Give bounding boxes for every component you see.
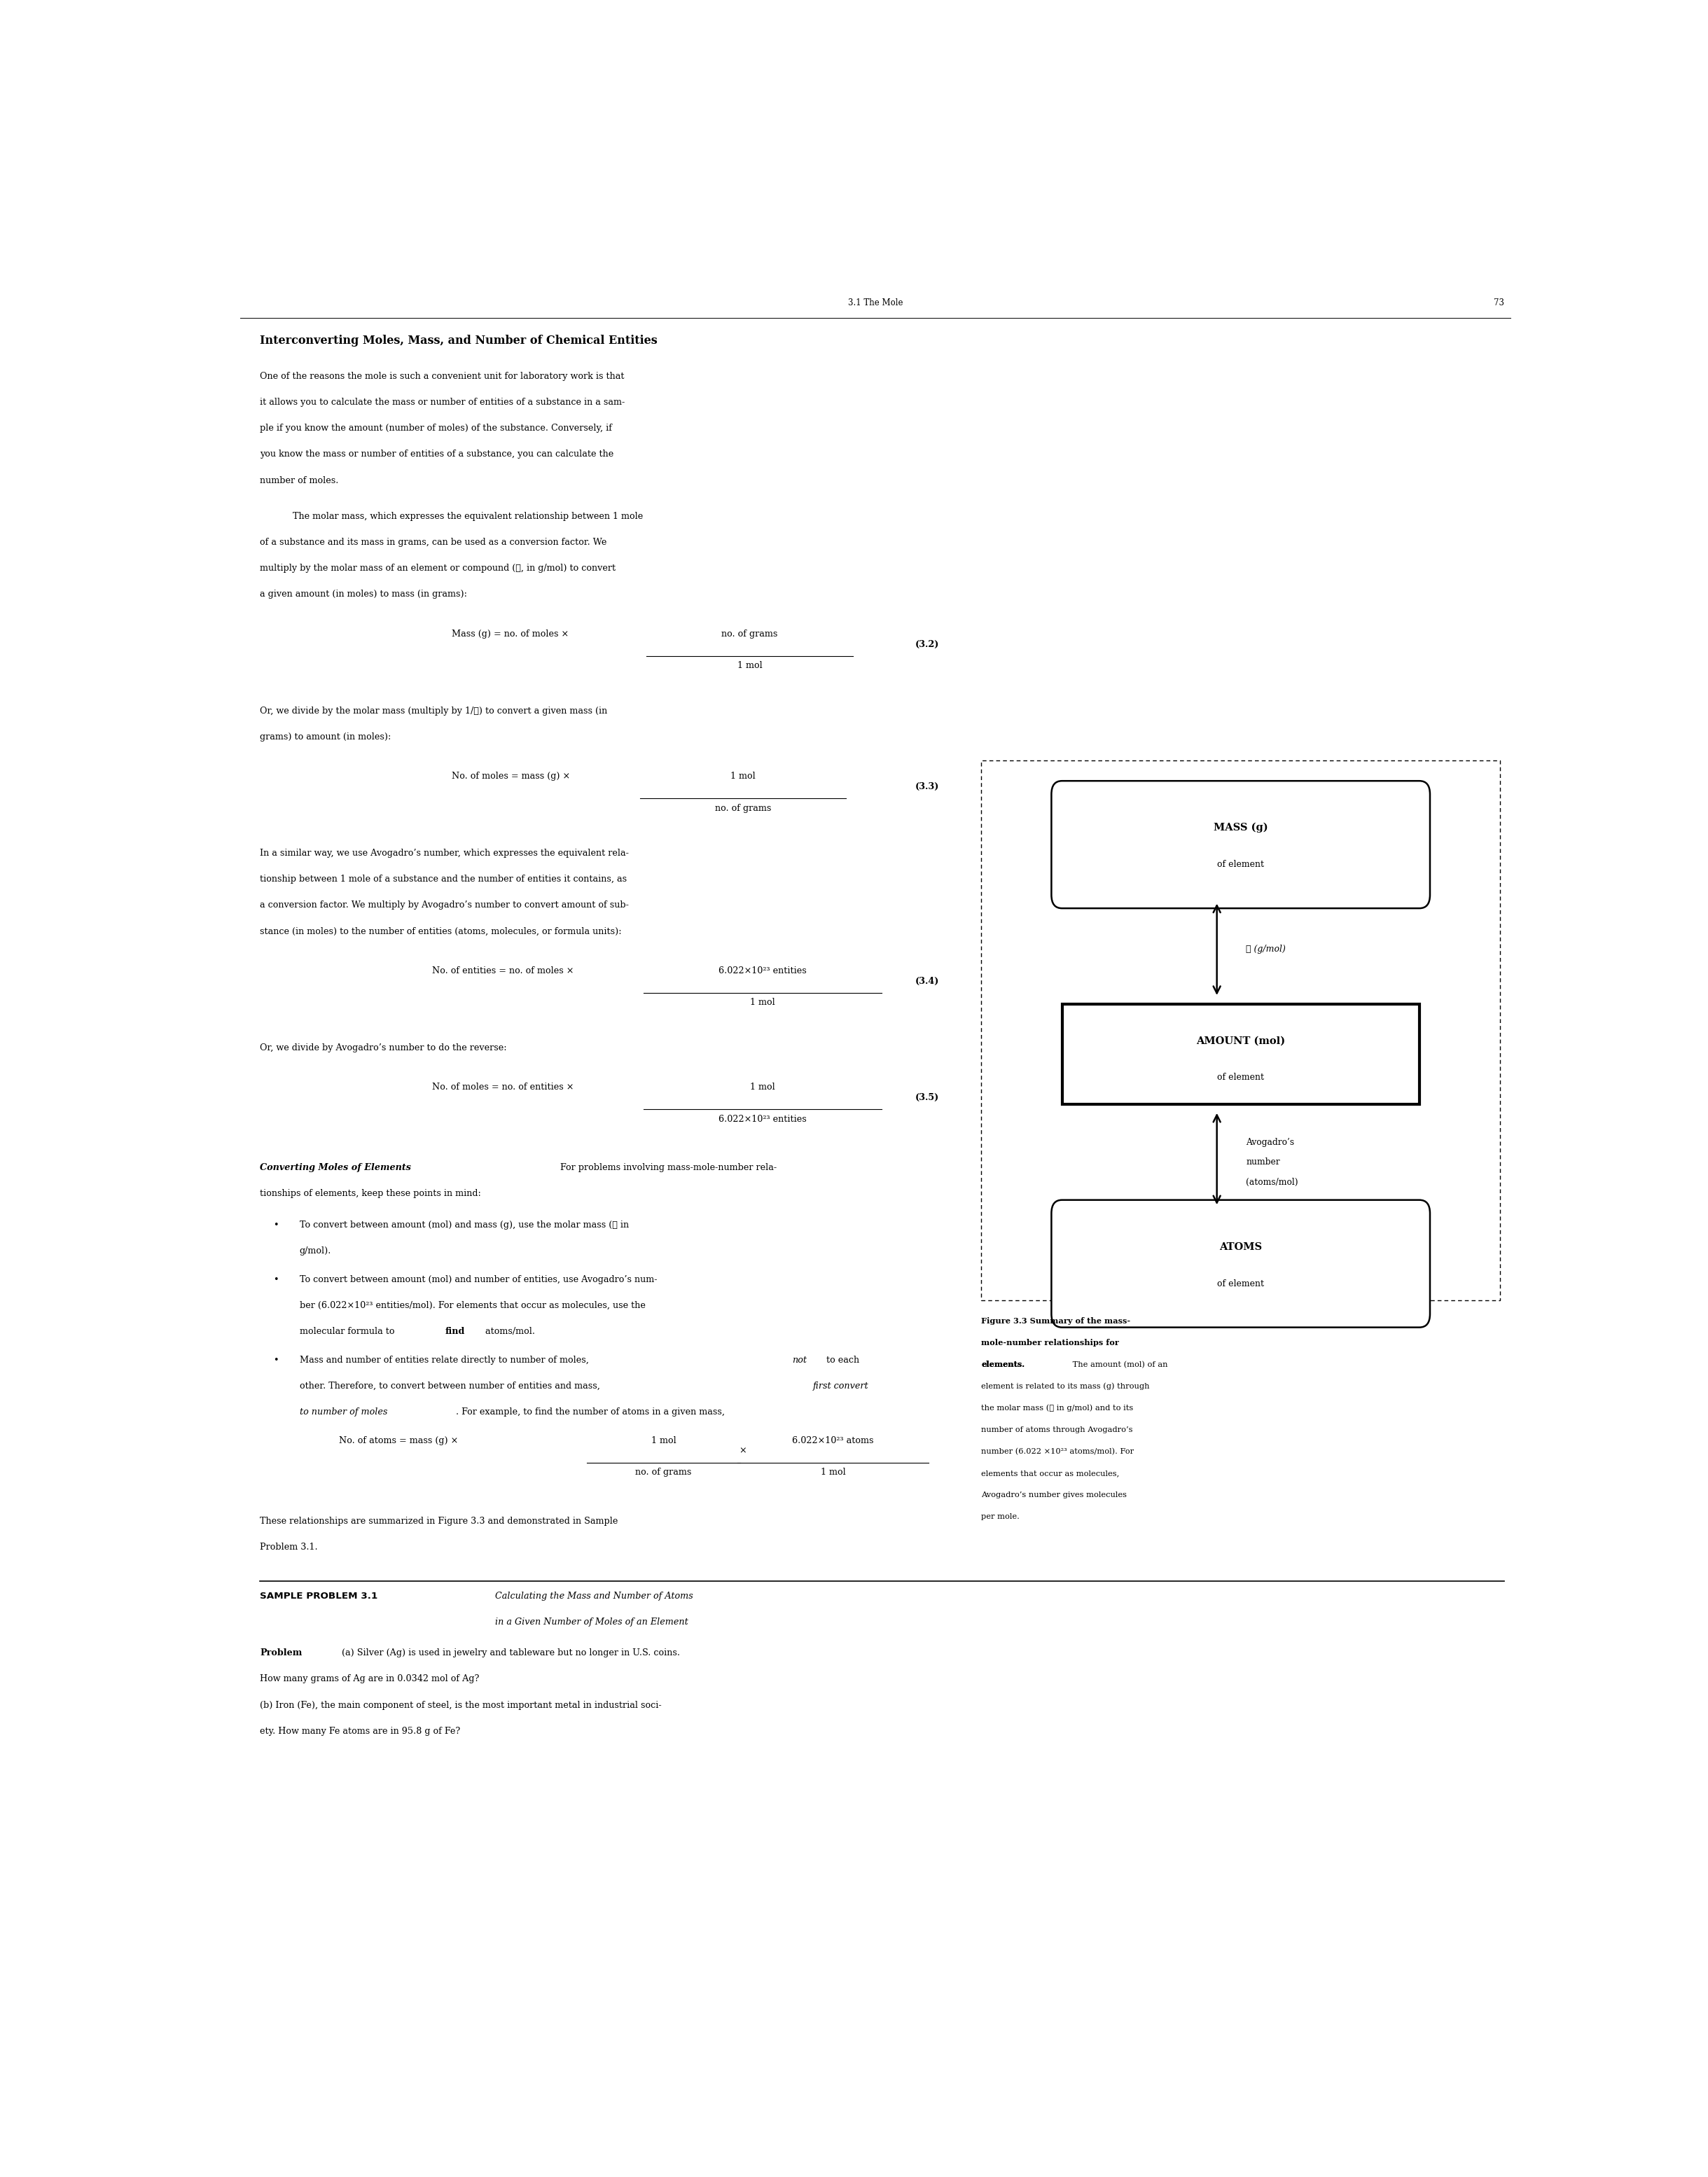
Text: MASS (g): MASS (g): [1213, 823, 1267, 834]
Text: a conversion factor. We multiply by Avogadro’s number to convert amount of sub-: a conversion factor. We multiply by Avog…: [260, 901, 629, 910]
Text: No. of entities = no. of moles ×: No. of entities = no. of moles ×: [432, 967, 574, 975]
Text: To convert between amount (mol) and mass (g), use the molar mass (ℳ in: To convert between amount (mol) and mass…: [299, 1221, 629, 1230]
Text: multiply by the molar mass of an element or compound (ℳ, in g/mol) to convert: multiply by the molar mass of an element…: [260, 564, 615, 573]
Text: of element: of element: [1218, 860, 1264, 869]
Text: it allows you to calculate the mass or number of entities of a substance in a sa: it allows you to calculate the mass or n…: [260, 398, 625, 407]
Text: How many grams of Ag are in 0.0342 mol of Ag?: How many grams of Ag are in 0.0342 mol o…: [260, 1674, 480, 1683]
Text: number (6.022 ×10²³ atoms/mol). For: number (6.022 ×10²³ atoms/mol). For: [980, 1448, 1134, 1454]
Text: first convert: first convert: [813, 1382, 869, 1391]
Text: Interconverting Moles, Mass, and Number of Chemical Entities: Interconverting Moles, Mass, and Number …: [260, 335, 658, 346]
Text: (atoms/mol): (atoms/mol): [1245, 1178, 1298, 1186]
Text: elements.: elements.: [980, 1361, 1025, 1369]
FancyBboxPatch shape: [1052, 782, 1430, 908]
Text: molecular formula to: molecular formula to: [299, 1326, 398, 1337]
Text: 6.022×10²³ entities: 6.022×10²³ entities: [719, 967, 806, 975]
Text: of a substance and its mass in grams, can be used as a conversion factor. We: of a substance and its mass in grams, ca…: [260, 538, 606, 546]
Text: 1 mol: 1 mol: [750, 997, 775, 1008]
Text: •: •: [273, 1276, 278, 1284]
Text: tionship between 1 mole of a substance and the number of entities it contains, a: tionship between 1 mole of a substance a…: [260, 875, 627, 884]
Text: g/mol).: g/mol).: [299, 1245, 331, 1256]
Text: stance (in moles) to the number of entities (atoms, molecules, or formula units): stance (in moles) to the number of entit…: [260, 927, 622, 936]
Text: ×: ×: [740, 1446, 746, 1456]
Text: no. of grams: no. of grams: [716, 803, 770, 812]
Text: other. Therefore, to convert between number of entities and mass,: other. Therefore, to convert between num…: [299, 1382, 603, 1391]
Text: Or, we divide by Avogadro’s number to do the reverse:: Or, we divide by Avogadro’s number to do…: [260, 1043, 507, 1051]
Text: elements that occur as molecules,: elements that occur as molecules,: [980, 1469, 1119, 1476]
Text: in a Given Number of Moles of an Element: in a Given Number of Moles of an Element: [495, 1618, 688, 1626]
Text: not: not: [793, 1356, 806, 1365]
Text: . For example, to find the number of atoms in a given mass,: . For example, to find the number of ato…: [456, 1406, 724, 1417]
Text: 1 mol: 1 mol: [820, 1467, 845, 1476]
Text: (3.2): (3.2): [915, 640, 939, 649]
Text: (3.4): (3.4): [915, 977, 939, 986]
Text: No. of moles = no. of entities ×: No. of moles = no. of entities ×: [432, 1082, 574, 1091]
Text: •: •: [273, 1356, 278, 1365]
Text: number: number: [1245, 1158, 1279, 1167]
Text: Or, we divide by the molar mass (multiply by 1/ℳ) to convert a given mass (in: Or, we divide by the molar mass (multipl…: [260, 705, 608, 716]
Text: The amount (mol) of an: The amount (mol) of an: [1069, 1361, 1168, 1367]
Text: Problem: Problem: [260, 1648, 302, 1657]
Text: Mass (g) = no. of moles ×: Mass (g) = no. of moles ×: [451, 629, 569, 638]
Text: grams) to amount (in moles):: grams) to amount (in moles):: [260, 731, 391, 742]
Text: no. of grams: no. of grams: [721, 629, 777, 638]
Text: Calculating the Mass and Number of Atoms: Calculating the Mass and Number of Atoms: [495, 1591, 693, 1600]
Text: 6.022×10²³ entities: 6.022×10²³ entities: [719, 1115, 806, 1123]
Text: One of the reasons the mole is such a convenient unit for laboratory work is tha: One of the reasons the mole is such a co…: [260, 372, 625, 381]
Text: (3.5): (3.5): [915, 1093, 939, 1102]
Text: 1 mol: 1 mol: [731, 771, 755, 782]
Text: of element: of element: [1218, 1280, 1264, 1289]
Text: 1 mol: 1 mol: [651, 1437, 676, 1446]
Text: atoms/mol.: atoms/mol.: [482, 1326, 535, 1337]
Text: AMOUNT (mol): AMOUNT (mol): [1196, 1036, 1284, 1045]
Text: per mole.: per mole.: [980, 1513, 1020, 1520]
Bar: [980, 760, 1500, 1300]
Text: element is related to its mass (g) through: element is related to its mass (g) throu…: [980, 1382, 1149, 1391]
FancyBboxPatch shape: [1052, 1200, 1430, 1328]
Text: •: •: [273, 1221, 278, 1230]
Text: (a) Silver (Ag) is used in jewelry and tableware but no longer in U.S. coins.: (a) Silver (Ag) is used in jewelry and t…: [342, 1648, 680, 1657]
Text: Mass and number of entities relate directly to number of moles,: Mass and number of entities relate direc…: [299, 1356, 591, 1365]
Text: tionships of elements, keep these points in mind:: tionships of elements, keep these points…: [260, 1189, 482, 1197]
Text: mole-number relationships for: mole-number relationships for: [980, 1339, 1119, 1348]
Text: ety. How many Fe atoms are in 95.8 g of Fe?: ety. How many Fe atoms are in 95.8 g of …: [260, 1726, 459, 1735]
Text: Figure 3.3 Summary of the mass-: Figure 3.3 Summary of the mass-: [980, 1317, 1131, 1326]
Text: These relationships are summarized in Figure 3.3 and demonstrated in Sample: These relationships are summarized in Fi…: [260, 1517, 618, 1526]
Text: ℳ (g/mol): ℳ (g/mol): [1245, 945, 1286, 954]
Text: to each: to each: [823, 1356, 859, 1365]
Text: For problems involving mass-mole-number rela-: For problems involving mass-mole-number …: [557, 1163, 777, 1171]
Text: the molar mass (ℳ in g/mol) and to its: the molar mass (ℳ in g/mol) and to its: [980, 1404, 1134, 1413]
Text: In a similar way, we use Avogadro’s number, which expresses the equivalent rela-: In a similar way, we use Avogadro’s numb…: [260, 849, 629, 858]
Text: number of moles.: number of moles.: [260, 477, 338, 485]
Text: Converting Moles of Elements: Converting Moles of Elements: [260, 1163, 412, 1171]
Text: No. of atoms = mass (g) ×: No. of atoms = mass (g) ×: [340, 1437, 458, 1446]
Text: 6.022×10²³ atoms: 6.022×10²³ atoms: [793, 1437, 874, 1446]
Text: ple if you know the amount (number of moles) of the substance. Conversely, if: ple if you know the amount (number of mo…: [260, 425, 611, 433]
Text: number of atoms through Avogadro’s: number of atoms through Avogadro’s: [980, 1426, 1132, 1432]
Text: a given amount (in moles) to mass (in grams):: a given amount (in moles) to mass (in gr…: [260, 590, 466, 599]
Text: The molar mass, which expresses the equivalent relationship between 1 mole: The molar mass, which expresses the equi…: [294, 512, 644, 520]
Text: SAMPLE PROBLEM 3.1: SAMPLE PROBLEM 3.1: [260, 1591, 377, 1600]
Text: of element: of element: [1218, 1073, 1264, 1082]
Text: no. of grams: no. of grams: [635, 1467, 692, 1476]
Text: elements.: elements.: [980, 1361, 1025, 1369]
Text: (3.3): (3.3): [915, 782, 939, 790]
Text: No. of moles = mass (g) ×: No. of moles = mass (g) ×: [451, 771, 570, 782]
Text: 3.1 The Mole: 3.1 The Mole: [847, 298, 904, 307]
Text: 1 mol: 1 mol: [738, 662, 762, 671]
Text: to number of moles: to number of moles: [299, 1406, 388, 1417]
Text: (b) Iron (Fe), the main component of steel, is the most important metal in indus: (b) Iron (Fe), the main component of ste…: [260, 1700, 661, 1709]
Text: ATOMS: ATOMS: [1220, 1243, 1262, 1252]
Text: 73: 73: [1493, 298, 1505, 307]
Text: Avogadro’s: Avogadro’s: [1245, 1139, 1295, 1147]
Text: you know the mass or number of entities of a substance, you can calculate the: you know the mass or number of entities …: [260, 451, 613, 459]
FancyBboxPatch shape: [1062, 1004, 1419, 1104]
Text: ber (6.022×10²³ entities/mol). For elements that occur as molecules, use the: ber (6.022×10²³ entities/mol). For eleme…: [299, 1302, 646, 1311]
Text: Avogadro’s number gives molecules: Avogadro’s number gives molecules: [980, 1491, 1127, 1498]
Text: Problem 3.1.: Problem 3.1.: [260, 1541, 318, 1552]
Text: 1 mol: 1 mol: [750, 1082, 775, 1091]
Text: To convert between amount (mol) and number of entities, use Avogadro’s num-: To convert between amount (mol) and numb…: [299, 1276, 658, 1284]
Text: find: find: [446, 1326, 465, 1337]
